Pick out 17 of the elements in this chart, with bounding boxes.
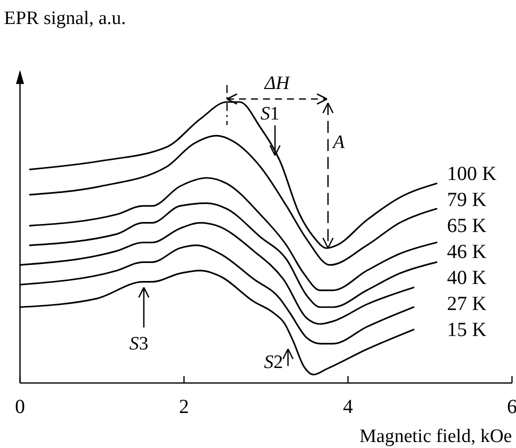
annotation: S3 <box>129 333 148 354</box>
series-label: 27 K <box>447 293 487 315</box>
text: ΔH <box>264 73 291 94</box>
x-tick-label: 4 <box>343 396 353 418</box>
annotation: A <box>331 132 345 153</box>
annotation: S1 <box>260 103 280 124</box>
x-axis-title: Magnetic field, kOe <box>360 426 512 447</box>
x-tick-label: 0 <box>15 396 25 418</box>
series-label: 15 K <box>447 319 487 341</box>
series-label: 65 K <box>447 215 487 237</box>
x-tick-label: 2 <box>179 396 189 418</box>
annotation: S2 <box>264 352 283 373</box>
y-axis-title: EPR signal, a.u. <box>4 8 126 29</box>
series-label: 79 K <box>447 189 487 211</box>
series-label: 46 K <box>447 241 487 263</box>
series-label: 100 K <box>447 163 497 185</box>
series-label: 40 K <box>447 267 487 289</box>
